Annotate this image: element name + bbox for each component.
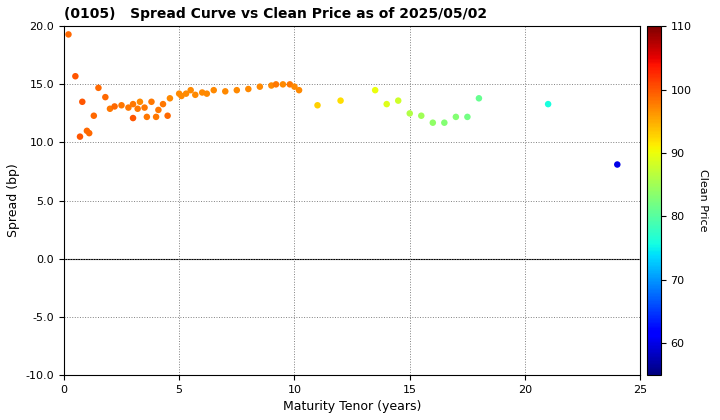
Point bbox=[76, 98, 88, 105]
Point bbox=[404, 110, 415, 117]
Point bbox=[335, 97, 346, 104]
Point bbox=[157, 101, 168, 108]
Point bbox=[127, 101, 139, 108]
Point bbox=[162, 113, 174, 119]
Point bbox=[180, 90, 192, 97]
Point bbox=[70, 73, 81, 79]
Point bbox=[284, 81, 296, 88]
Point bbox=[293, 87, 305, 94]
Point bbox=[185, 87, 197, 94]
Point bbox=[231, 87, 243, 94]
Text: (0105)   Spread Curve vs Clean Price as of 2025/05/02: (0105) Spread Curve vs Clean Price as of… bbox=[64, 7, 487, 21]
Point bbox=[381, 101, 392, 108]
Point bbox=[63, 31, 74, 38]
Point bbox=[174, 90, 185, 97]
Point bbox=[201, 90, 212, 97]
Point bbox=[312, 102, 323, 109]
Point bbox=[93, 84, 104, 91]
Point bbox=[415, 113, 427, 119]
Y-axis label: Clean Price: Clean Price bbox=[698, 169, 708, 232]
Point bbox=[84, 130, 95, 136]
Point bbox=[270, 81, 282, 88]
Point bbox=[611, 161, 623, 168]
Point bbox=[473, 95, 485, 102]
Point bbox=[127, 115, 139, 121]
Point bbox=[369, 87, 381, 94]
Point bbox=[450, 113, 462, 120]
Y-axis label: Spread (bp): Spread (bp) bbox=[7, 164, 20, 237]
Point bbox=[266, 82, 277, 89]
Point bbox=[74, 133, 86, 140]
Point bbox=[153, 107, 164, 113]
Point bbox=[81, 127, 93, 134]
Point bbox=[176, 93, 187, 100]
Point bbox=[220, 88, 231, 94]
Point bbox=[392, 97, 404, 104]
Point bbox=[104, 105, 116, 112]
Point bbox=[122, 104, 134, 111]
Point bbox=[427, 119, 438, 126]
Point bbox=[277, 81, 289, 88]
Point bbox=[208, 87, 220, 94]
Point bbox=[289, 83, 300, 90]
X-axis label: Maturity Tenor (years): Maturity Tenor (years) bbox=[283, 400, 421, 413]
Point bbox=[542, 101, 554, 108]
Point bbox=[254, 83, 266, 90]
Point bbox=[134, 98, 145, 105]
Point bbox=[197, 89, 208, 96]
Point bbox=[145, 98, 157, 105]
Point bbox=[88, 113, 99, 119]
Point bbox=[164, 95, 176, 102]
Point bbox=[116, 102, 127, 109]
Point bbox=[189, 92, 201, 98]
Point bbox=[132, 105, 143, 112]
Point bbox=[139, 104, 150, 111]
Point bbox=[109, 103, 120, 110]
Point bbox=[99, 94, 111, 100]
Point bbox=[141, 113, 153, 120]
Point bbox=[243, 86, 254, 92]
Point bbox=[438, 119, 450, 126]
Point bbox=[150, 113, 162, 120]
Point bbox=[462, 113, 473, 120]
